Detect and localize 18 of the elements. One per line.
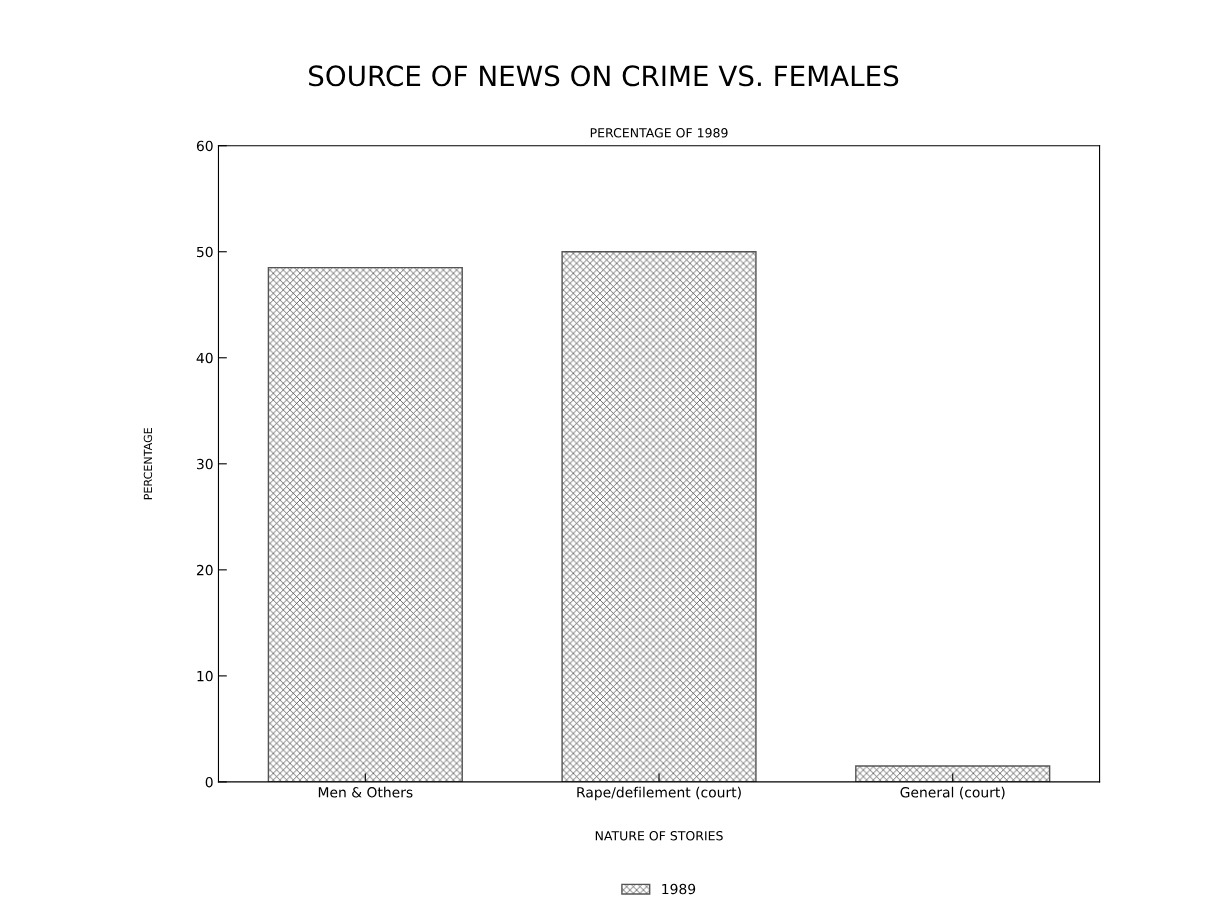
y-tick-label: 60	[196, 140, 213, 152]
bar	[267, 266, 463, 782]
y-tick-label: 10	[197, 670, 213, 682]
y-tick-label: 0	[205, 776, 213, 788]
x-tick-label: Men & Others	[318, 786, 413, 798]
chart-title: SOURCE OF NEWS ON CRIME VS. FEMALES	[309, 65, 899, 87]
chart-subtitle: PERCENTAGE OF 1989	[590, 128, 728, 138]
bar	[561, 251, 757, 782]
y-tick-label: 40	[196, 352, 213, 364]
y-axis-title: PERCENTAGE	[143, 428, 153, 500]
x-tick-label: General (court)	[900, 786, 1005, 800]
x-tick-label: Rape/defilement (court)	[577, 786, 741, 801]
y-tick-label: 20	[196, 564, 213, 576]
bar	[855, 765, 1051, 782]
x-axis-title: NATURE OF STORIES	[595, 831, 723, 841]
y-tick-label: 50	[197, 246, 213, 258]
y-tick-label: 30	[196, 458, 213, 470]
legend-label: 1989	[662, 883, 696, 895]
